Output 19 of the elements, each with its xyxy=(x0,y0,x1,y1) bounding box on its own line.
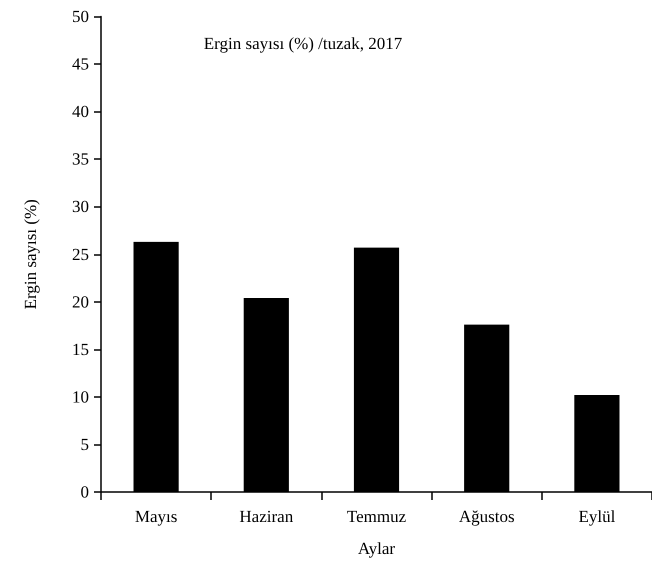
x-tick-label: Temmuz xyxy=(346,507,407,526)
y-tick-label: 10 xyxy=(72,387,89,406)
text: Ergin sayısı (%) /tuzak, 2017 xyxy=(204,34,403,53)
y-tick-label: 25 xyxy=(72,244,89,264)
y-tick-label: 5 xyxy=(80,434,89,454)
y-axis-title: Ergin sayısı (%) xyxy=(21,199,40,310)
x-tick-label: Haziran xyxy=(239,507,294,526)
x-tick-label: Ağustos xyxy=(458,507,515,526)
x-axis-title: Aylar xyxy=(358,539,396,558)
y-tick-label: 40 xyxy=(72,102,89,122)
y-tick-label: 30 xyxy=(72,197,89,216)
x-tick-label: Eylül xyxy=(578,507,616,526)
y-tick-label: 50 xyxy=(72,7,89,26)
y-tick-label: 0 xyxy=(80,482,89,502)
y-tick-label: 20 xyxy=(72,292,89,312)
x-tick-label: Mayıs xyxy=(134,507,178,526)
y-tick-label: 15 xyxy=(72,340,89,359)
y-tick-label: 35 xyxy=(72,150,89,169)
y-tick-label: 45 xyxy=(72,54,89,74)
